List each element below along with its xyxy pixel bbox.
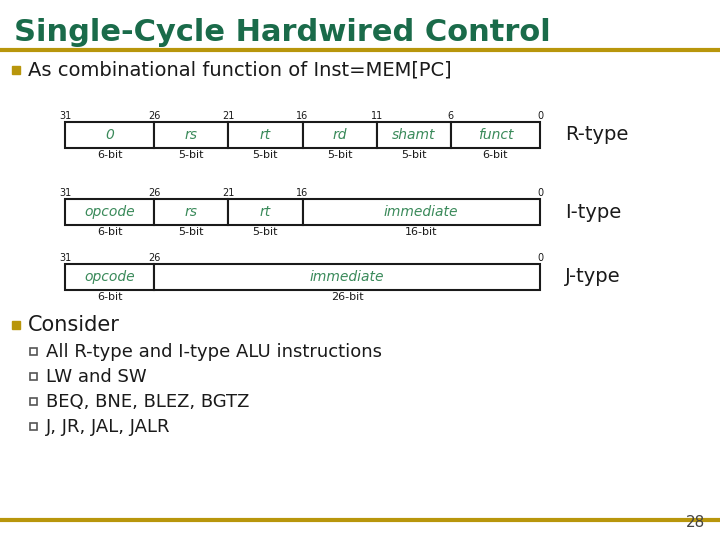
Bar (451, 122, 540, 148)
Text: 6-bit: 6-bit (96, 227, 122, 237)
Text: opcode: opcode (84, 205, 135, 219)
Bar (154, 199, 228, 225)
Bar (30, 373, 37, 380)
Text: 21: 21 (222, 111, 235, 121)
Bar (377, 122, 451, 148)
Text: opcode: opcode (84, 270, 135, 284)
Bar (302, 199, 540, 225)
Bar (65, 199, 154, 225)
Bar (65, 122, 154, 148)
Text: 5-bit: 5-bit (401, 150, 426, 160)
Text: 5-bit: 5-bit (253, 150, 278, 160)
Text: 16: 16 (297, 111, 309, 121)
Text: BEQ, BNE, BLEZ, BGTZ: BEQ, BNE, BLEZ, BGTZ (46, 393, 249, 411)
Bar (302, 122, 377, 148)
Text: 0: 0 (105, 128, 114, 142)
Text: 26: 26 (148, 111, 161, 121)
Text: As combinational function of Inst=MEM[PC]: As combinational function of Inst=MEM[PC… (28, 60, 451, 79)
Text: 6-bit: 6-bit (482, 150, 508, 160)
Bar (30, 398, 37, 405)
Text: 26-bit: 26-bit (330, 292, 364, 302)
Text: rs: rs (184, 128, 198, 142)
Text: 5-bit: 5-bit (179, 150, 204, 160)
Text: Single-Cycle Hardwired Control: Single-Cycle Hardwired Control (14, 18, 551, 47)
Text: immediate: immediate (384, 205, 459, 219)
Text: J, JR, JAL, JALR: J, JR, JAL, JALR (46, 418, 171, 436)
Text: rd: rd (333, 128, 347, 142)
Text: 26: 26 (148, 188, 161, 198)
Text: LW and SW: LW and SW (46, 368, 147, 386)
Text: immediate: immediate (310, 270, 384, 284)
Text: 5-bit: 5-bit (179, 227, 204, 237)
Bar (65, 264, 154, 290)
Text: J-type: J-type (565, 267, 621, 287)
Text: rt: rt (260, 205, 271, 219)
Text: rt: rt (260, 128, 271, 142)
Bar (154, 264, 540, 290)
Bar (154, 122, 228, 148)
Text: 6-bit: 6-bit (96, 150, 122, 160)
Text: 0: 0 (537, 253, 543, 263)
Text: rs: rs (184, 205, 198, 219)
Bar (12, 66, 20, 74)
Bar (30, 423, 37, 430)
Text: 6-bit: 6-bit (96, 292, 122, 302)
Text: I-type: I-type (565, 202, 621, 221)
Text: 31: 31 (59, 253, 71, 263)
Text: 16: 16 (297, 188, 309, 198)
Text: 31: 31 (59, 111, 71, 121)
Text: 5-bit: 5-bit (327, 150, 352, 160)
Text: 11: 11 (371, 111, 383, 121)
Text: 16-bit: 16-bit (405, 227, 438, 237)
Text: 26: 26 (148, 253, 161, 263)
Text: Consider: Consider (28, 315, 120, 335)
Text: 0: 0 (537, 111, 543, 121)
Text: shamt: shamt (392, 128, 436, 142)
Text: 5-bit: 5-bit (253, 227, 278, 237)
Text: 6: 6 (448, 111, 454, 121)
Text: All R-type and I-type ALU instructions: All R-type and I-type ALU instructions (46, 343, 382, 361)
Bar (228, 199, 302, 225)
Text: R-type: R-type (565, 125, 629, 145)
Text: 31: 31 (59, 188, 71, 198)
Text: funct: funct (477, 128, 513, 142)
Text: 0: 0 (537, 188, 543, 198)
Bar (12, 321, 20, 329)
Text: 21: 21 (222, 188, 235, 198)
Bar (30, 348, 37, 355)
Bar (228, 122, 302, 148)
Text: 28: 28 (685, 515, 705, 530)
